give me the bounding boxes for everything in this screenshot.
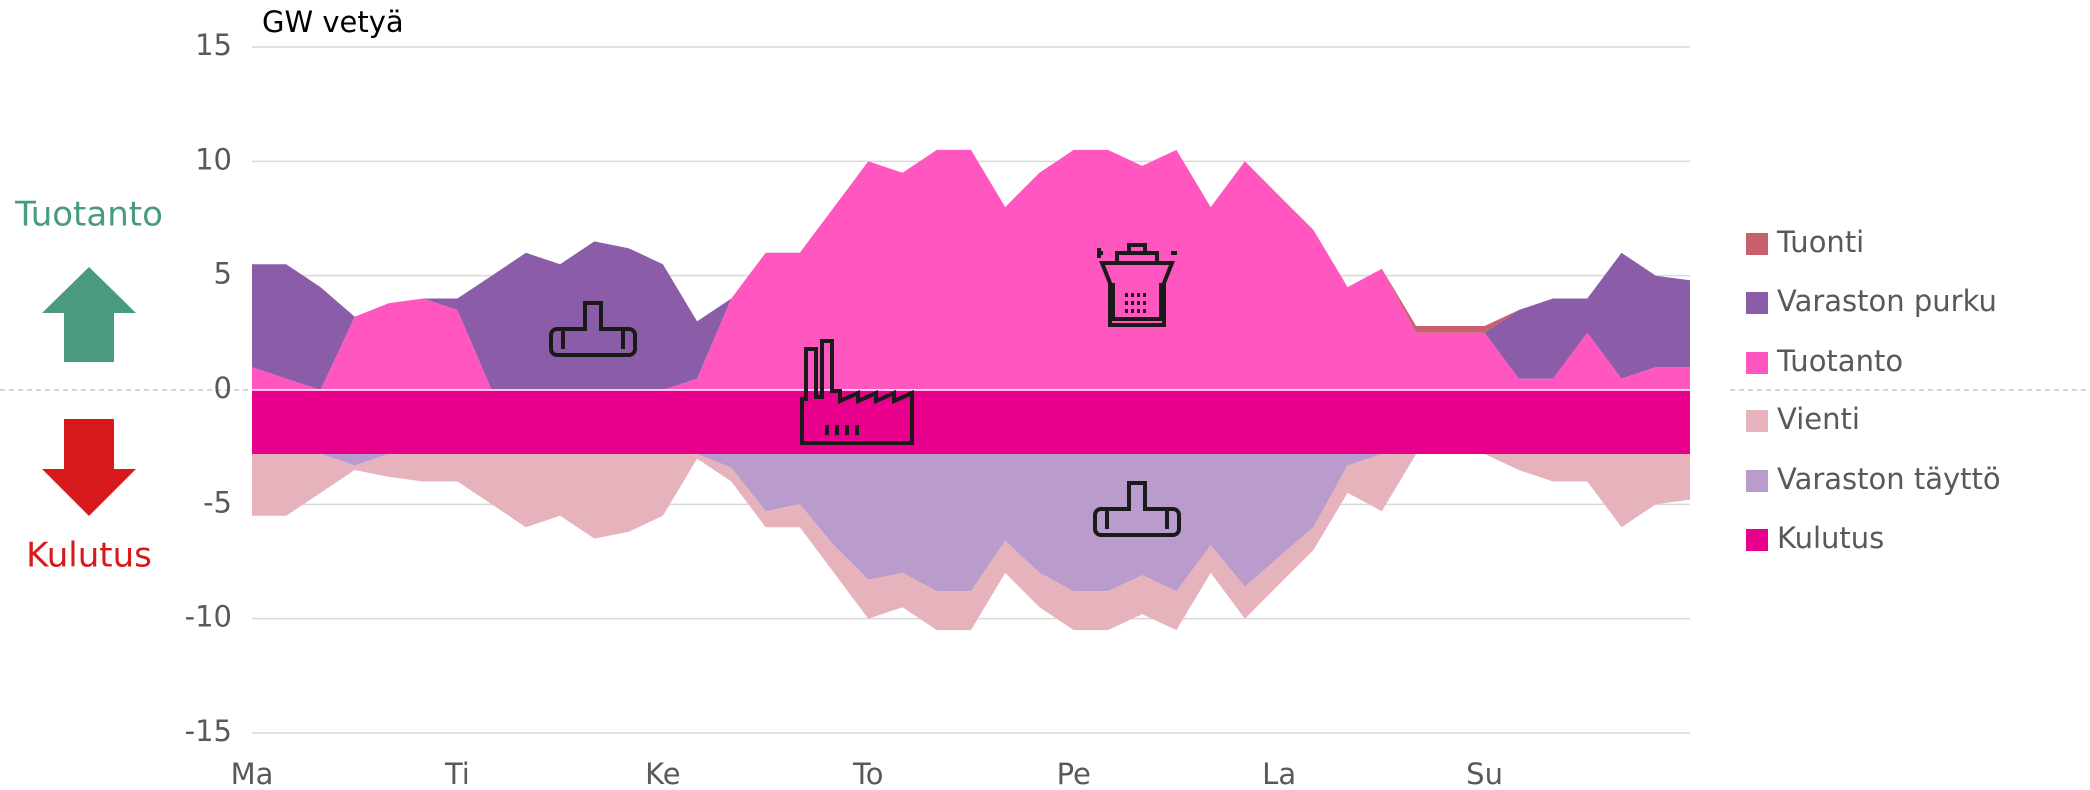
down-arrow: [42, 419, 136, 516]
consumption-label: Kulutus: [26, 536, 152, 576]
electrolyzer-icon: [1097, 243, 1177, 327]
up-arrow: [42, 267, 136, 362]
y-tick-label: 0: [214, 371, 232, 405]
production-label: Tuotanto: [14, 195, 163, 235]
legend-swatch: [1746, 529, 1768, 551]
area: [252, 454, 1690, 631]
chart-title: GW vetyä: [262, 5, 404, 39]
legend-label: Tuonti: [1776, 225, 1864, 259]
area: [252, 149, 1690, 390]
legend-label: Vienti: [1777, 402, 1860, 436]
x-tick-label: Ke: [645, 757, 680, 790]
factory-icon: [800, 339, 914, 445]
y-tick-label: -5: [203, 485, 232, 519]
legend-label: Tuotanto: [1776, 344, 1903, 378]
x-tick-label: To: [852, 757, 884, 790]
y-tick-label: 15: [195, 28, 232, 62]
legend-label: Varaston täyttö: [1777, 462, 2001, 496]
x-tick-label: La: [1262, 757, 1296, 790]
legend-label: Varaston purku: [1777, 284, 1997, 318]
x-tick-label: Pe: [1057, 757, 1091, 790]
area: [252, 390, 1690, 454]
legend-swatch: [1746, 352, 1768, 374]
icons: [549, 243, 1181, 537]
legend-swatch: [1746, 292, 1768, 314]
x-tick-label: Ma: [231, 757, 274, 790]
pipe-icon: [549, 301, 637, 357]
y-tick-label: -10: [185, 600, 232, 634]
area: [252, 454, 1690, 592]
legend: Tuonti Varaston purku Tuotanto Vienti Varast…: [1746, 225, 2001, 555]
x-tick-label: Ti: [444, 757, 470, 790]
y-tick-label: 5: [214, 257, 232, 291]
legend-label: Kulutus: [1777, 521, 1884, 555]
y-tick-label: 10: [195, 142, 232, 176]
legend-swatch: [1746, 410, 1768, 432]
legend-swatch: [1746, 470, 1768, 492]
pipe-icon: [1093, 481, 1181, 537]
legend-swatch: [1746, 233, 1768, 255]
y-tick-label: -15: [185, 714, 232, 748]
x-tick-label: Su: [1466, 757, 1503, 790]
